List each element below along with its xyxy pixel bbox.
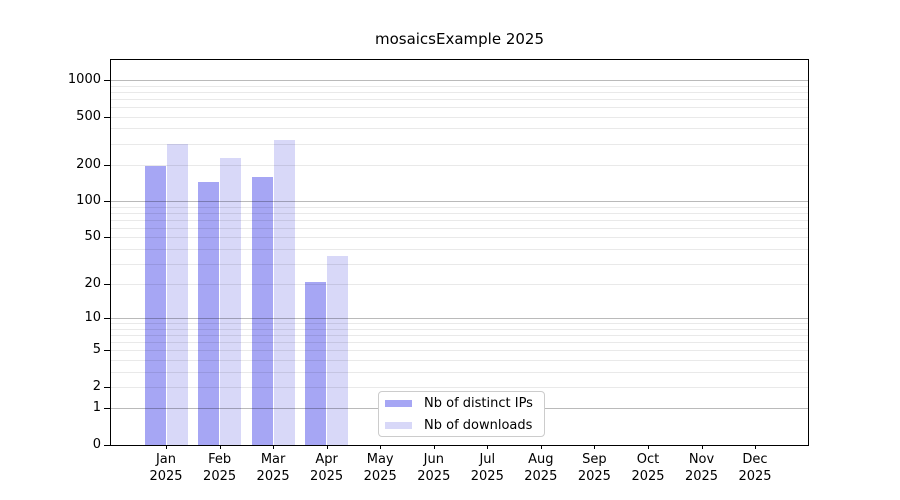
x-tick-label-jun: Jun 2025 [417,452,451,484]
legend-item-downloads: Nb of downloads [385,416,538,434]
x-tick-mark [540,445,542,449]
x-tick-label-apr: Apr 2025 [310,452,344,484]
x-tick-mark [219,445,221,449]
bars-layer [111,60,808,445]
y-tick-label: 2 [92,379,101,394]
y-tick-mark [104,164,111,166]
x-tick-mark [380,445,382,449]
x-tick-mark [273,445,275,449]
y-tick-label: 5 [92,342,101,358]
y-tick-mark [104,318,111,320]
bar-downloads-mar [273,140,295,445]
x-tick-mark [701,445,703,449]
x-tick-label-may: May 2025 [363,452,397,484]
bar-downloads-apr [327,255,349,445]
legend-label-downloads: Nb of downloads [424,417,533,433]
legend-item-distinct-ips: Nb of distinct IPs [385,394,538,412]
x-tick-label-jul: Jul 2025 [470,452,504,484]
y-tick-label: 1000 [67,72,101,87]
bar-distinct-ips-jan [144,166,166,445]
x-tick-label-jan: Jan 2025 [149,452,183,484]
y-tick-mark [104,201,111,203]
legend-swatch-downloads [385,421,412,429]
x-tick-label-sep: Sep 2025 [577,452,611,484]
y-tick-label: 500 [76,108,101,124]
bar-downloads-jan [166,143,188,445]
x-tick-mark [648,445,649,449]
y-tick-label: 200 [76,156,101,172]
x-tick-label-dec: Dec 2025 [738,452,772,484]
x-tick-mark [326,445,328,449]
bar-distinct-ips-apr [305,281,327,445]
y-tick-label: 0 [92,437,101,452]
x-tick-label-mar: Mar 2025 [256,452,290,484]
chart-title: mosaicsExample 2025 [374,30,545,48]
x-tick-label-nov: Nov 2025 [684,452,719,484]
y-tick-mark [104,387,111,388]
y-tick-mark [104,445,111,446]
y-tick-label: 10 [84,310,101,326]
legend-swatch-distinct-ips [385,399,412,407]
x-tick-mark [166,445,167,449]
y-tick-label: 20 [84,276,101,292]
legend-label-distinct-ips: Nb of distinct IPs [424,395,533,411]
x-tick-mark [594,445,596,449]
x-tick-mark [487,445,489,449]
bar-distinct-ips-feb [198,181,219,445]
y-tick-mark [104,350,111,352]
y-tick-label: 100 [76,193,101,209]
x-tick-mark [755,445,756,449]
y-tick-mark [104,80,111,81]
legend: Nb of distinct IPs Nb of downloads [378,391,545,437]
y-tick-label: 50 [84,229,101,245]
y-tick-mark [104,284,111,286]
x-tick-label-feb: Feb 2025 [203,452,237,484]
x-tick-label-aug: Aug 2025 [524,452,558,484]
x-tick-label-oct: Oct 2025 [631,452,665,484]
bar-distinct-ips-mar [251,176,273,445]
y-tick-mark [104,237,111,239]
bar-downloads-feb [220,157,241,445]
y-tick-mark [104,408,111,410]
y-tick-mark [104,116,111,118]
y-tick-label: 1 [92,400,101,416]
x-tick-mark [433,445,435,449]
